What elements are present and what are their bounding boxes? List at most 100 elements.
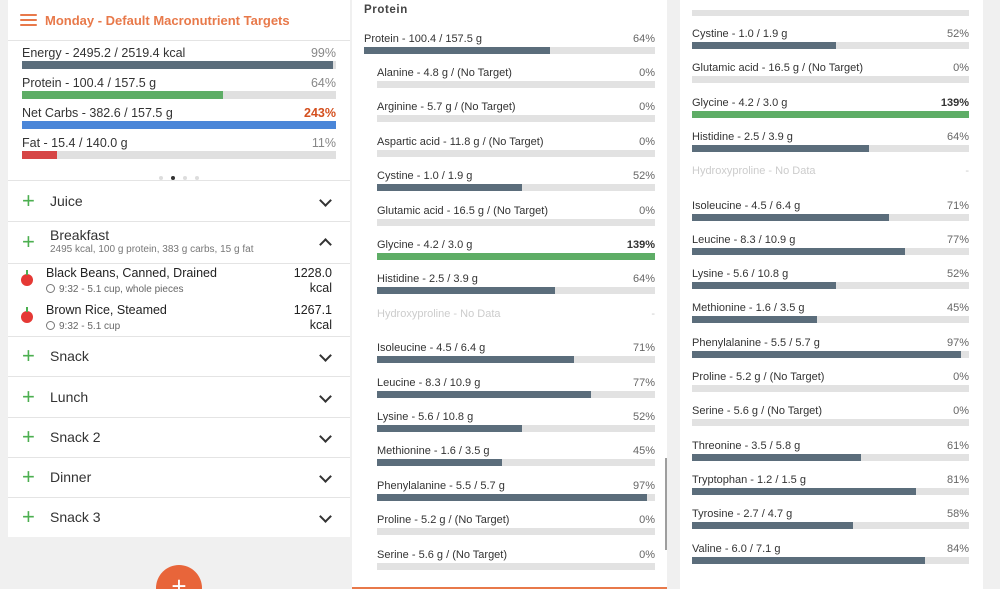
nutrient-row[interactable]: Proline - 5.2 g / (No Target) 0% <box>377 514 655 548</box>
progress-bar <box>377 390 655 398</box>
progress-fill <box>377 184 522 192</box>
progress-bar <box>692 487 969 495</box>
meal-juice[interactable]: + Juice <box>8 181 350 222</box>
nutrient-row[interactable]: Leucine - 8.3 / 10.9 g 77% <box>377 377 655 411</box>
nutrient-label: Phenylalanine - 5.5 / 5.7 g <box>692 336 820 349</box>
nutrient-percent: 0% <box>953 405 969 418</box>
chevron-down-icon[interactable] <box>319 430 332 443</box>
nutrient-row[interactable]: Alanine - 4.8 g / (No Target) 0% <box>377 67 655 101</box>
chevron-down-icon[interactable] <box>319 194 332 207</box>
nutrient-row[interactable]: Glutamic acid - 16.5 g / (No Target) 0% <box>377 205 655 239</box>
nutrient-row[interactable]: Aspartic acid - 11.8 g / (No Target) 0% <box>377 136 655 170</box>
add-icon[interactable]: + <box>22 504 35 529</box>
target-energy[interactable]: Energy - 2495.2 / 2519.4 kcal 99% <box>22 46 336 76</box>
nutrient-row[interactable]: Valine - 6.0 / 7.1 g 84% <box>692 543 969 577</box>
nutrient-row[interactable]: Phenylalanine - 5.5 / 5.7 g 97% <box>377 480 655 514</box>
page-indicator[interactable] <box>8 167 350 185</box>
chevron-down-icon[interactable] <box>319 349 332 362</box>
meal-snack-2[interactable]: + Snack 2 <box>8 417 350 458</box>
progress-fill <box>22 61 333 69</box>
nutrient-row[interactable]: Threonine - 3.5 / 5.8 g 61% <box>692 440 969 474</box>
chevron-down-icon[interactable] <box>319 390 332 403</box>
target-net-carbs[interactable]: Net Carbs - 382.6 / 157.5 g 243% <box>22 106 336 136</box>
add-icon[interactable]: + <box>22 424 35 449</box>
nutrient-label: Methionine - 1.6 / 3.5 g <box>692 302 805 315</box>
food-detail: 9:32 - 5.1 cup, whole pieces <box>46 284 184 295</box>
progress-bar <box>692 350 969 358</box>
nutrient-row[interactable]: Glycine - 4.2 / 3.0 g 139% <box>377 239 655 273</box>
food-item[interactable]: Black Beans, Canned, Drained 9:32 - 5.1 … <box>8 264 350 301</box>
nutrient-label: Arginine - 5.7 g / (No Target) <box>377 101 516 114</box>
nutrient-row[interactable]: Histidine - 2.5 / 3.9 g 64% <box>377 273 655 307</box>
meal-summary: 2495 kcal, 100 g protein, 383 g carbs, 1… <box>50 244 254 255</box>
progress-bar <box>377 115 655 123</box>
nutrient-row[interactable]: Histidine - 2.5 / 3.9 g 64% <box>692 131 969 165</box>
meal-breakfast[interactable]: + Breakfast 2495 kcal, 100 g protein, 38… <box>8 222 350 264</box>
nutrient-row[interactable]: Serine - 5.6 g / (No Target) 0% <box>377 549 655 583</box>
nutrient-row[interactable]: Isoleucine - 4.5 / 6.4 g 71% <box>692 200 969 234</box>
nutrient-row[interactable]: Methionine - 1.6 / 3.5 g 45% <box>377 445 655 479</box>
progress-bar <box>377 528 655 536</box>
nutrient-label: Valine - 6.0 / 7.1 g <box>692 542 781 555</box>
chevron-down-icon[interactable] <box>319 470 332 483</box>
chevron-down-icon[interactable] <box>319 510 332 523</box>
add-icon[interactable]: + <box>22 343 35 368</box>
progress-bar <box>22 151 336 159</box>
nutrient-row[interactable]: Cystine - 1.0 / 1.9 g 52% <box>377 170 655 204</box>
nutrient-label: Tryptophan - 1.2 / 1.5 g <box>692 473 806 486</box>
nutrient-row[interactable]: Phenylalanine - 5.5 / 5.7 g 97% <box>692 337 969 371</box>
target-protein[interactable]: Protein - 100.4 / 157.5 g 64% <box>22 76 336 106</box>
add-icon[interactable]: + <box>22 384 35 409</box>
progress-fill <box>692 213 889 221</box>
progress-bar <box>22 61 336 69</box>
progress-fill <box>692 282 837 290</box>
target-label: Fat - 15.4 / 140.0 g <box>22 136 128 150</box>
nutrient-label: Cystine - 1.0 / 1.9 g <box>377 170 473 183</box>
nutrient-label: Isoleucine - 4.5 / 6.4 g <box>377 342 486 355</box>
progress-fill <box>377 459 503 467</box>
add-icon[interactable]: + <box>22 229 35 254</box>
meal-name: Juice <box>50 193 83 209</box>
divider <box>8 180 350 181</box>
nutrient-row[interactable]: Tyrosine - 2.7 / 4.7 g 58% <box>692 508 969 542</box>
page-dot[interactable] <box>183 176 187 180</box>
chevron-up-icon[interactable] <box>319 238 332 251</box>
meal-lunch[interactable]: + Lunch <box>8 377 350 418</box>
page-title[interactable]: Monday - Default Macronutrient Targets <box>45 12 290 28</box>
nutrient-row[interactable]: Protein - 100.4 / 157.5 g 64% <box>364 33 655 67</box>
nutrient-row[interactable]: Glutamic acid - 16.5 g / (No Target) 0% <box>692 62 969 96</box>
nutrient-row[interactable]: Cystine - 1.0 / 1.9 g 52% <box>692 28 969 62</box>
add-icon[interactable]: + <box>22 464 35 489</box>
progress-fill <box>377 390 592 398</box>
nutrient-row[interactable]: Glycine - 4.2 / 3.0 g 139% <box>692 97 969 131</box>
page-dot-active[interactable] <box>171 176 175 180</box>
nutrient-label: Cystine - 1.0 / 1.9 g <box>692 28 788 40</box>
nutrient-row[interactable]: Hydroxyproline - No Data - <box>692 165 969 199</box>
nutrient-row[interactable]: Hydroxyproline - No Data - <box>377 308 655 342</box>
page-dot[interactable] <box>195 176 199 180</box>
progress-bar <box>692 316 969 324</box>
add-icon[interactable]: + <box>22 188 35 213</box>
progress-bar <box>692 144 969 152</box>
nutrient-row[interactable]: Leucine - 8.3 / 10.9 g 77% <box>692 234 969 268</box>
meal-snack[interactable]: + Snack <box>8 336 350 377</box>
meal-snack-3[interactable]: + Snack 3 <box>8 497 350 538</box>
nutrient-row[interactable]: Proline - 5.2 g / (No Target) 0% <box>692 371 969 405</box>
nutrient-percent: 45% <box>946 302 969 315</box>
food-item[interactable]: Brown Rice, Steamed 9:32 - 5.1 cup 1267.… <box>8 301 350 338</box>
nutrient-row[interactable]: Isoleucine - 4.5 / 6.4 g 71% <box>377 342 655 376</box>
apple-icon <box>21 270 33 286</box>
nutrient-row[interactable]: Tryptophan - 1.2 / 1.5 g 81% <box>692 474 969 508</box>
progress-fill <box>377 356 575 364</box>
menu-icon[interactable] <box>20 14 37 26</box>
page-dot[interactable] <box>159 176 163 180</box>
nutrient-row[interactable]: Arginine - 5.7 g / (No Target) 0% <box>377 101 655 135</box>
progress-bar <box>692 76 969 84</box>
meal-dinner[interactable]: + Dinner <box>8 457 350 498</box>
nutrient-row[interactable]: Lysine - 5.6 / 10.8 g 52% <box>377 411 655 445</box>
nutrient-row[interactable]: Methionine - 1.6 / 3.5 g 45% <box>692 302 969 336</box>
nutrient-row[interactable]: Serine - 5.6 g / (No Target) 0% <box>692 405 969 439</box>
target-fat[interactable]: Fat - 15.4 / 140.0 g 11% <box>22 136 336 166</box>
scrollbar[interactable] <box>665 458 667 550</box>
nutrient-row[interactable]: Lysine - 5.6 / 10.8 g 52% <box>692 268 969 302</box>
